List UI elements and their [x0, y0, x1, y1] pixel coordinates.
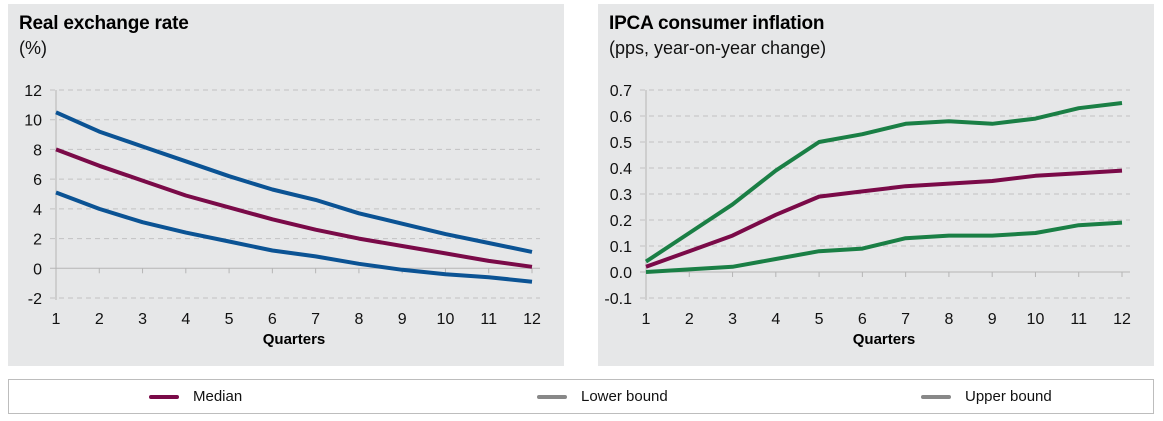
legend-item-median: Median [149, 380, 242, 413]
chart-panel-real-exchange-rate: Real exchange rate (%) -2 0 2 4 6 8 10 12 1 2 3 4 5 6… [8, 4, 564, 366]
y-tick-label: 6 [33, 172, 42, 189]
y-tick-label: -2 [28, 291, 42, 308]
legend: Median Lower bound Upper bound [8, 379, 1154, 414]
legend-swatch-upper-bound [921, 394, 951, 399]
y-tick-label: 12 [24, 83, 42, 100]
chart-title: Real exchange rate [19, 13, 189, 34]
legend-swatch-median [149, 394, 179, 399]
series-line-upper-bound [55, 110, 533, 254]
chart-title: IPCA consumer inflation [609, 13, 825, 34]
x-axis-label: Quarters [853, 331, 916, 348]
x-axis-label: Quarters [263, 331, 326, 348]
chart-panel-ipca-inflation: IPCA consumer inflation (pps, year-on-ye… [598, 4, 1154, 366]
series-line-median [645, 168, 1123, 269]
x-tick-label: 4 [181, 311, 190, 328]
x-tick-label: 10 [1027, 311, 1045, 328]
x-tick-label: 9 [988, 311, 997, 328]
x-tick-label: 12 [523, 311, 541, 328]
x-tick-label: 5 [815, 311, 824, 328]
x-tick-label: 10 [437, 311, 455, 328]
y-tick-label: 0.5 [610, 135, 632, 152]
y-tick-label: -0.1 [604, 291, 632, 308]
x-tick-label: 5 [225, 311, 234, 328]
legend-label: Upper bound [965, 388, 1052, 405]
y-tick-label: 10 [24, 113, 42, 130]
x-tick-label: 3 [728, 311, 737, 328]
y-tick-label: 0.7 [610, 83, 632, 100]
legend-swatch-lower-bound [537, 394, 567, 399]
x-tick-label: 2 [685, 311, 694, 328]
x-tick-label: 1 [642, 311, 651, 328]
y-tick-label: 2 [33, 232, 42, 249]
x-tick-label: 4 [771, 311, 780, 328]
chart-subtitle: (pps, year-on-year change) [609, 38, 827, 58]
series-line-upper-bound [644, 101, 1123, 264]
x-tick-label: 6 [858, 311, 867, 328]
legend-label: Lower bound [581, 388, 668, 405]
series-line-median [55, 147, 533, 269]
series-line-lower-bound [645, 220, 1123, 274]
x-tick-label: 12 [1113, 311, 1131, 328]
legend-item-upper-bound: Upper bound [921, 380, 1052, 413]
x-tick-label: 11 [1070, 311, 1087, 328]
y-tick-label: 0.1 [610, 239, 632, 256]
legend-item-lower-bound: Lower bound [537, 380, 668, 413]
x-tick-label: 7 [311, 311, 320, 328]
series-line-lower-bound [55, 190, 533, 284]
x-tick-label: 2 [95, 311, 104, 328]
y-tick-label: 0.2 [610, 213, 632, 230]
x-tick-label: 3 [138, 311, 147, 328]
y-tick-label: 0.0 [610, 265, 632, 282]
x-tick-label: 8 [944, 311, 953, 328]
line-chart-ipca-inflation: -0.10.00.10.20.30.40.50.60.71 2 3 4 5 6 7 8 9 10 1… [604, 83, 1131, 348]
y-tick-label: 0.3 [610, 187, 632, 204]
y-tick-label: 0 [33, 261, 42, 278]
x-tick-label: 8 [354, 311, 363, 328]
y-tick-label: 8 [33, 142, 42, 159]
legend-label: Median [193, 388, 243, 405]
x-tick-label: 11 [480, 311, 497, 328]
x-tick-label: 1 [52, 311, 61, 328]
x-tick-label: 7 [901, 311, 910, 328]
y-tick-label: 0.6 [610, 109, 632, 126]
chart-subtitle: (%) [19, 38, 47, 58]
x-tick-label: 6 [268, 311, 277, 328]
y-tick-label: 4 [33, 202, 42, 219]
x-tick-label: 9 [398, 311, 407, 328]
y-tick-label: 0.4 [610, 161, 632, 178]
